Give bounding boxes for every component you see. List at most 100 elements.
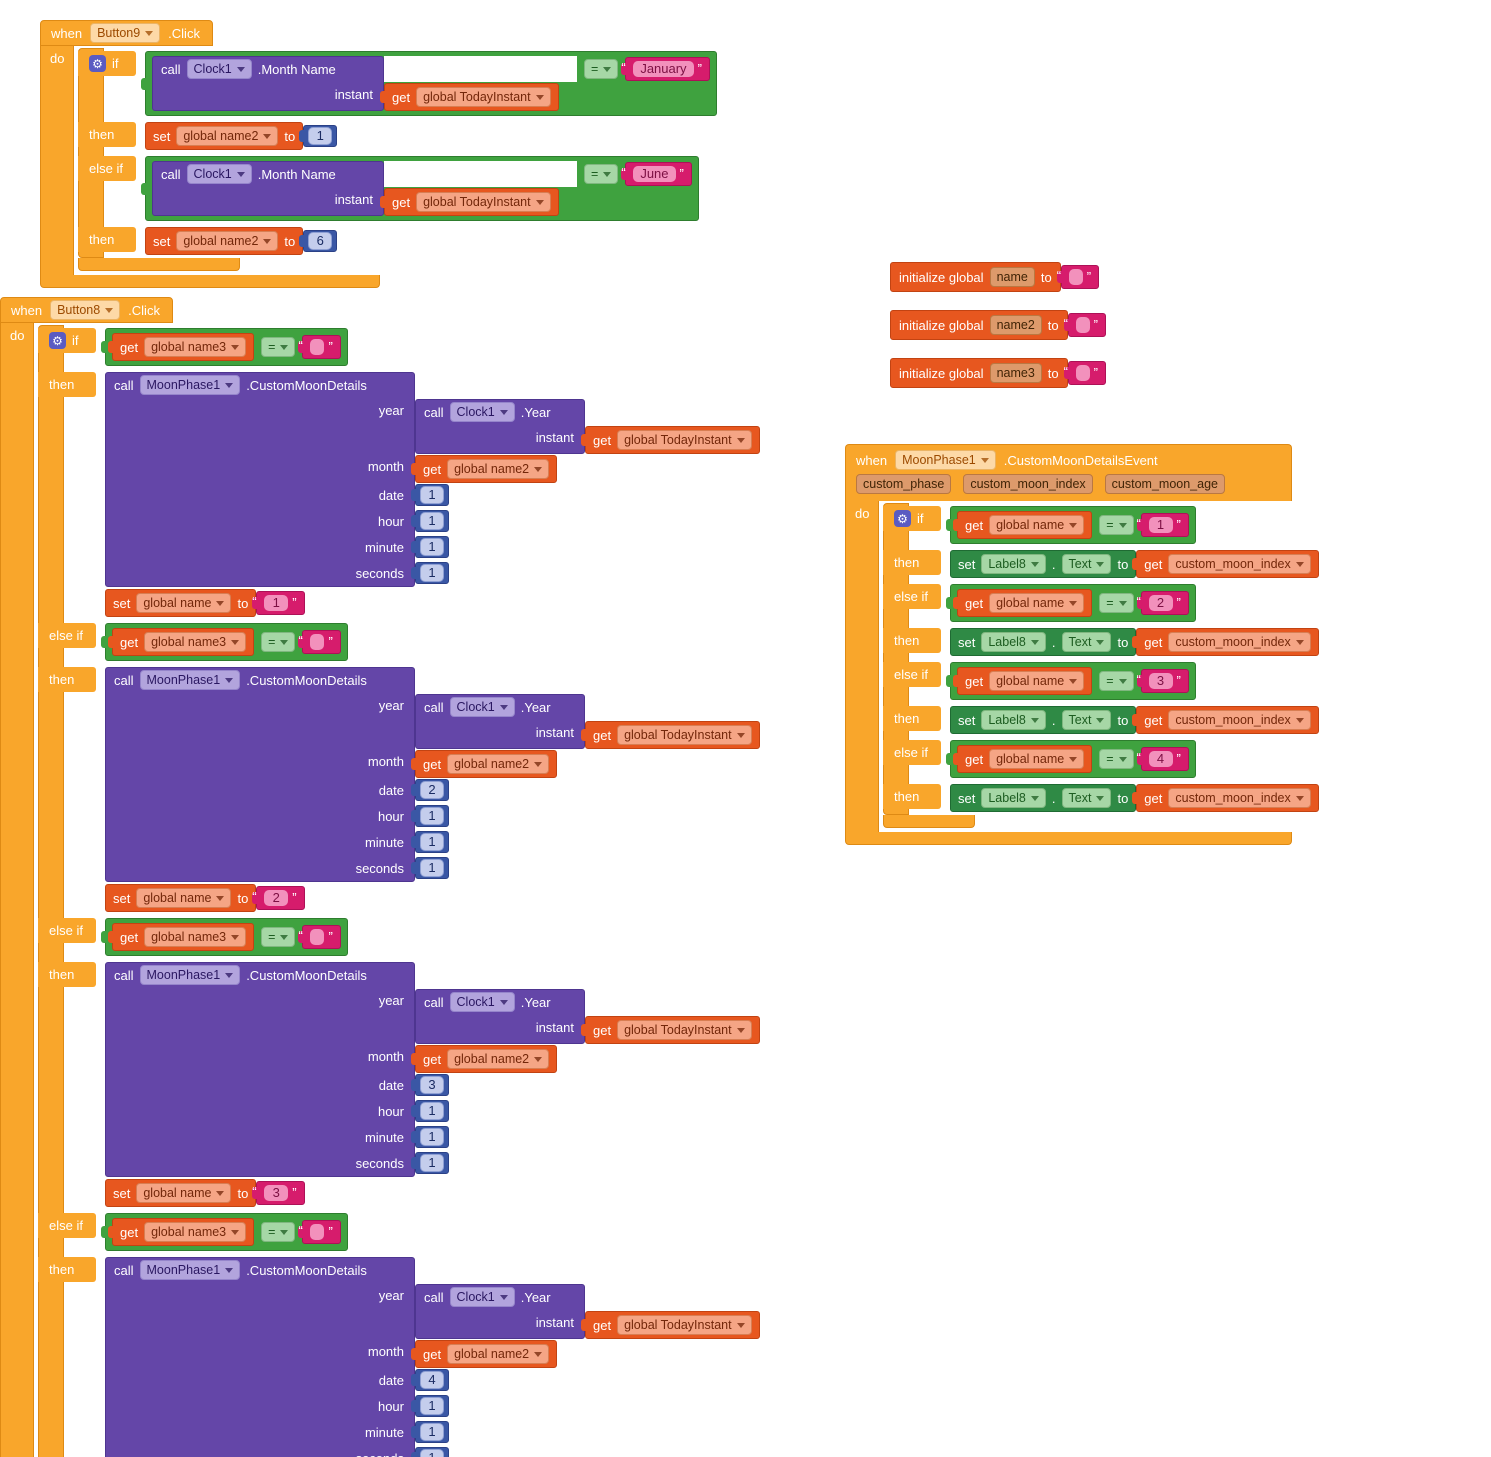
equals-compare-block[interactable]: get global name3 = [105,328,348,366]
operator-dropdown[interactable]: = [261,1222,296,1242]
event-param[interactable]: custom_moon_index [963,474,1093,494]
component-dropdown[interactable]: Label8 [981,710,1046,730]
equals-compare-block[interactable]: get global name3 = [105,918,348,956]
empty-string-block[interactable] [1060,265,1100,289]
get-variable-block[interactable]: get global name3 [112,333,255,361]
get-variable-block[interactable]: get global TodayInstant [384,188,559,216]
text-string-block[interactable]: 1 [256,591,305,615]
property-dropdown[interactable]: Text [1061,554,1112,574]
number-block[interactable]: 4 [415,1369,449,1391]
number-field[interactable]: 1 [308,127,333,145]
equals-compare-block[interactable]: call Clock1 .Month Name instant get global T… [145,51,717,116]
operator-dropdown[interactable]: = [261,632,296,652]
call-year-block[interactable]: call Clock1 .Year instant get global TodayIn… [415,1284,760,1339]
equals-compare-block[interactable]: call Clock1 .Month Name instant get global T… [145,156,699,221]
equals-compare-block[interactable]: get global name = 4 [950,740,1196,778]
text-field[interactable] [1068,269,1083,285]
number-field[interactable]: 1 [420,538,444,556]
text-string-block[interactable]: 3 [256,1181,305,1205]
number-block[interactable]: 2 [415,779,449,801]
number-block[interactable]: 1 [415,1126,449,1148]
variable-dropdown[interactable]: global name3 [144,1222,247,1242]
set-property-block[interactable]: set Label8. Text to [950,706,1137,734]
text-field[interactable]: 1 [264,595,289,611]
number-block[interactable]: 1 [303,125,338,147]
number-field[interactable]: 1 [420,486,444,504]
empty-string-block[interactable] [302,335,341,359]
get-variable-block[interactable]: get global name [957,667,1093,695]
number-field[interactable]: 1 [420,1449,444,1457]
number-block[interactable]: 1 [415,1152,449,1174]
component-dropdown[interactable]: Label8 [981,632,1046,652]
number-field[interactable]: 3 [420,1076,444,1094]
get-variable-block[interactable]: get global name [957,589,1093,617]
text-field[interactable] [310,339,325,355]
get-variable-block[interactable]: get global name [957,511,1093,539]
call-year-block[interactable]: call Clock1 .Year instant get global TodayIn… [415,694,760,749]
number-field[interactable]: 1 [420,1154,444,1172]
component-dropdown[interactable]: Button8 [50,300,121,320]
get-variable-block[interactable]: get custom_moon_index [1136,550,1319,578]
variable-dropdown[interactable]: custom_moon_index [1168,554,1311,574]
event-block-moonphase-custom-details[interactable]: when MoonPhase1 .CustomMoonDetailsEvent … [845,444,1319,845]
component-dropdown[interactable]: MoonPhase1 [139,1260,241,1280]
text-field[interactable] [1075,365,1090,381]
initialize-global-block[interactable]: initialize global name to [890,262,1061,292]
text-string-block[interactable]: 2 [1140,591,1189,615]
call-year-block[interactable]: call Clock1 .Year instant get global TodayIn… [415,399,760,454]
text-field[interactable]: June [633,166,676,182]
number-field[interactable]: 1 [420,1102,444,1120]
global-name-field[interactable]: name [989,267,1035,287]
operator-dropdown[interactable]: = [261,337,296,357]
empty-string-block[interactable] [1067,313,1106,337]
number-field[interactable]: 1 [420,833,444,851]
get-variable-block[interactable]: get global name2 [415,1045,558,1073]
number-block[interactable]: 1 [415,1100,449,1122]
component-dropdown[interactable]: Label8 [981,788,1046,808]
event-block-button9-click[interactable]: when Button9 .Click do if call Clock1 .Mon… [40,20,717,288]
initialize-global-block[interactable]: initialize global name3 to [890,358,1068,388]
get-variable-block[interactable]: get custom_moon_index [1136,628,1319,656]
operator-dropdown[interactable]: = [1099,749,1134,769]
number-block[interactable]: 1 [415,1421,449,1443]
component-dropdown[interactable]: MoonPhase1 [895,450,996,470]
text-field[interactable]: 3 [264,1185,289,1201]
text-string-block[interactable]: 1 [1140,513,1189,537]
number-field[interactable]: 6 [308,232,333,250]
equals-compare-block[interactable]: get global name3 = [105,1213,348,1251]
initialize-global-block[interactable]: initialize global name2 to [890,310,1068,340]
set-variable-block[interactable]: set global name to [105,884,257,912]
number-field[interactable]: 1 [420,1397,444,1415]
text-field[interactable] [310,634,325,650]
number-block[interactable]: 1 [415,805,449,827]
get-variable-block[interactable]: get global name2 [415,1340,558,1368]
number-block[interactable]: 1 [415,1447,449,1457]
text-string-block[interactable]: June [625,162,692,186]
call-custom-moon-details-block[interactable]: call MoonPhase1 .CustomMoonDetails year ca… [105,667,760,882]
get-variable-block[interactable]: get global name2 [415,455,558,483]
text-field[interactable]: 1 [1148,517,1173,533]
call-custom-moon-details-block[interactable]: call MoonPhase1 .CustomMoonDetails year ca… [105,1257,760,1457]
number-field[interactable]: 1 [420,859,444,877]
variable-dropdown[interactable]: global name [989,593,1085,613]
variable-dropdown[interactable]: global name [136,1183,232,1203]
equals-compare-block[interactable]: get global name3 = [105,623,348,661]
empty-string-block[interactable] [302,925,341,949]
variable-dropdown[interactable]: global name2 [447,1049,550,1069]
call-month-name-block[interactable]: call Clock1 .Month Name instant get global T… [152,161,577,216]
variable-dropdown[interactable]: global name [989,515,1085,535]
number-field[interactable]: 1 [420,807,444,825]
mutator-gear-icon[interactable] [49,332,66,349]
component-dropdown[interactable]: MoonPhase1 [139,670,241,690]
text-field[interactable]: January [633,61,694,77]
global-name-field[interactable]: name2 [989,315,1042,335]
get-variable-block[interactable]: get global TodayInstant [585,1311,760,1339]
component-dropdown[interactable]: MoonPhase1 [139,375,241,395]
get-variable-block[interactable]: get custom_moon_index [1136,784,1319,812]
empty-string-block[interactable] [302,630,341,654]
event-header[interactable]: when MoonPhase1 .CustomMoonDetailsEvent … [845,444,1292,501]
call-year-block[interactable]: call Clock1 .Year instant get global TodayIn… [415,989,760,1044]
number-field[interactable]: 2 [420,781,444,799]
set-property-block[interactable]: set Label8. Text to [950,628,1137,656]
